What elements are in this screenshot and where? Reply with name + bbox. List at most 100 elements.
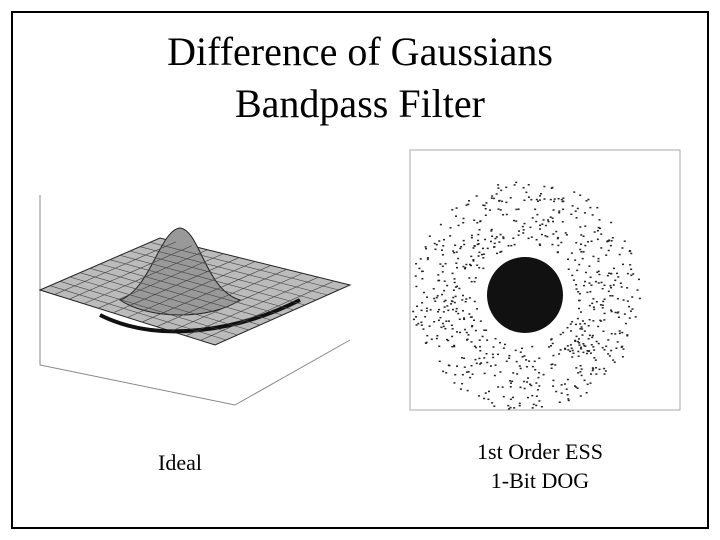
dot <box>436 310 439 313</box>
dot <box>621 345 624 348</box>
dot <box>549 198 552 201</box>
dot <box>444 327 447 330</box>
dot <box>417 322 420 325</box>
dot <box>505 213 508 216</box>
dot <box>469 316 472 318</box>
dot <box>529 226 532 229</box>
dot <box>523 199 526 202</box>
dot <box>609 295 612 297</box>
dot <box>490 230 493 232</box>
dot <box>601 346 604 349</box>
dot <box>474 329 477 332</box>
dot <box>449 227 452 229</box>
dot <box>566 326 569 329</box>
dot <box>494 337 497 340</box>
dot <box>441 271 444 273</box>
dot <box>608 239 611 241</box>
dot <box>443 289 446 292</box>
dot <box>455 207 458 209</box>
dot <box>582 235 585 238</box>
dot <box>450 303 453 305</box>
dot <box>567 398 570 400</box>
dot <box>624 322 627 325</box>
dot <box>530 236 533 238</box>
dot <box>421 278 424 280</box>
dot <box>448 364 451 367</box>
surface-trough <box>99 298 301 334</box>
dot <box>586 291 589 294</box>
dot <box>634 316 637 318</box>
dot <box>414 275 417 277</box>
dot <box>513 219 516 222</box>
dot <box>510 244 513 247</box>
dot <box>591 214 594 216</box>
dot <box>478 339 481 341</box>
dot <box>587 350 590 353</box>
dot <box>575 284 578 286</box>
dot <box>452 296 455 299</box>
dot <box>475 308 478 310</box>
dot <box>551 186 554 189</box>
dot <box>522 229 525 231</box>
dot <box>462 221 465 224</box>
dot <box>424 315 427 318</box>
dot <box>599 304 602 306</box>
dot <box>467 334 470 336</box>
dot <box>620 346 623 348</box>
dot <box>549 216 552 218</box>
dot <box>631 296 634 298</box>
dot <box>435 243 438 246</box>
dot <box>488 209 491 211</box>
dot <box>467 371 470 373</box>
dot <box>607 353 610 355</box>
dot <box>591 367 594 369</box>
dot <box>582 351 585 354</box>
dot <box>493 246 496 248</box>
dot <box>422 291 425 294</box>
dot <box>580 368 583 370</box>
dot <box>470 255 473 258</box>
dot <box>525 359 528 361</box>
dot <box>472 260 475 262</box>
dot <box>558 401 561 403</box>
dot <box>609 244 612 247</box>
dot <box>632 273 635 275</box>
dot <box>602 330 605 333</box>
dot <box>608 272 611 275</box>
dot <box>449 235 452 237</box>
dot <box>596 229 599 232</box>
dot <box>438 308 441 311</box>
dot <box>597 325 600 328</box>
dot <box>513 184 516 186</box>
dot <box>564 232 567 234</box>
dot <box>442 311 445 313</box>
dot <box>485 202 488 204</box>
dot <box>483 357 486 359</box>
dot <box>609 284 612 287</box>
dot <box>441 293 444 296</box>
dot <box>439 223 442 226</box>
dot <box>626 272 629 275</box>
dot <box>425 296 428 298</box>
dot <box>610 221 613 224</box>
dot <box>478 266 481 269</box>
dot <box>442 325 445 328</box>
dot <box>580 346 583 349</box>
dot <box>564 347 567 350</box>
dot <box>584 345 587 347</box>
dot <box>552 220 555 223</box>
dot <box>598 219 601 221</box>
dot <box>603 367 606 370</box>
dot <box>534 208 537 211</box>
dot <box>452 308 455 311</box>
dot <box>592 346 595 348</box>
dot <box>444 262 447 265</box>
dot <box>505 360 508 363</box>
dot <box>502 237 505 240</box>
dot <box>497 353 500 356</box>
dot <box>610 349 613 352</box>
dot <box>603 312 606 315</box>
mesh-line <box>149 242 339 291</box>
dot <box>465 331 468 334</box>
dot <box>559 349 562 351</box>
